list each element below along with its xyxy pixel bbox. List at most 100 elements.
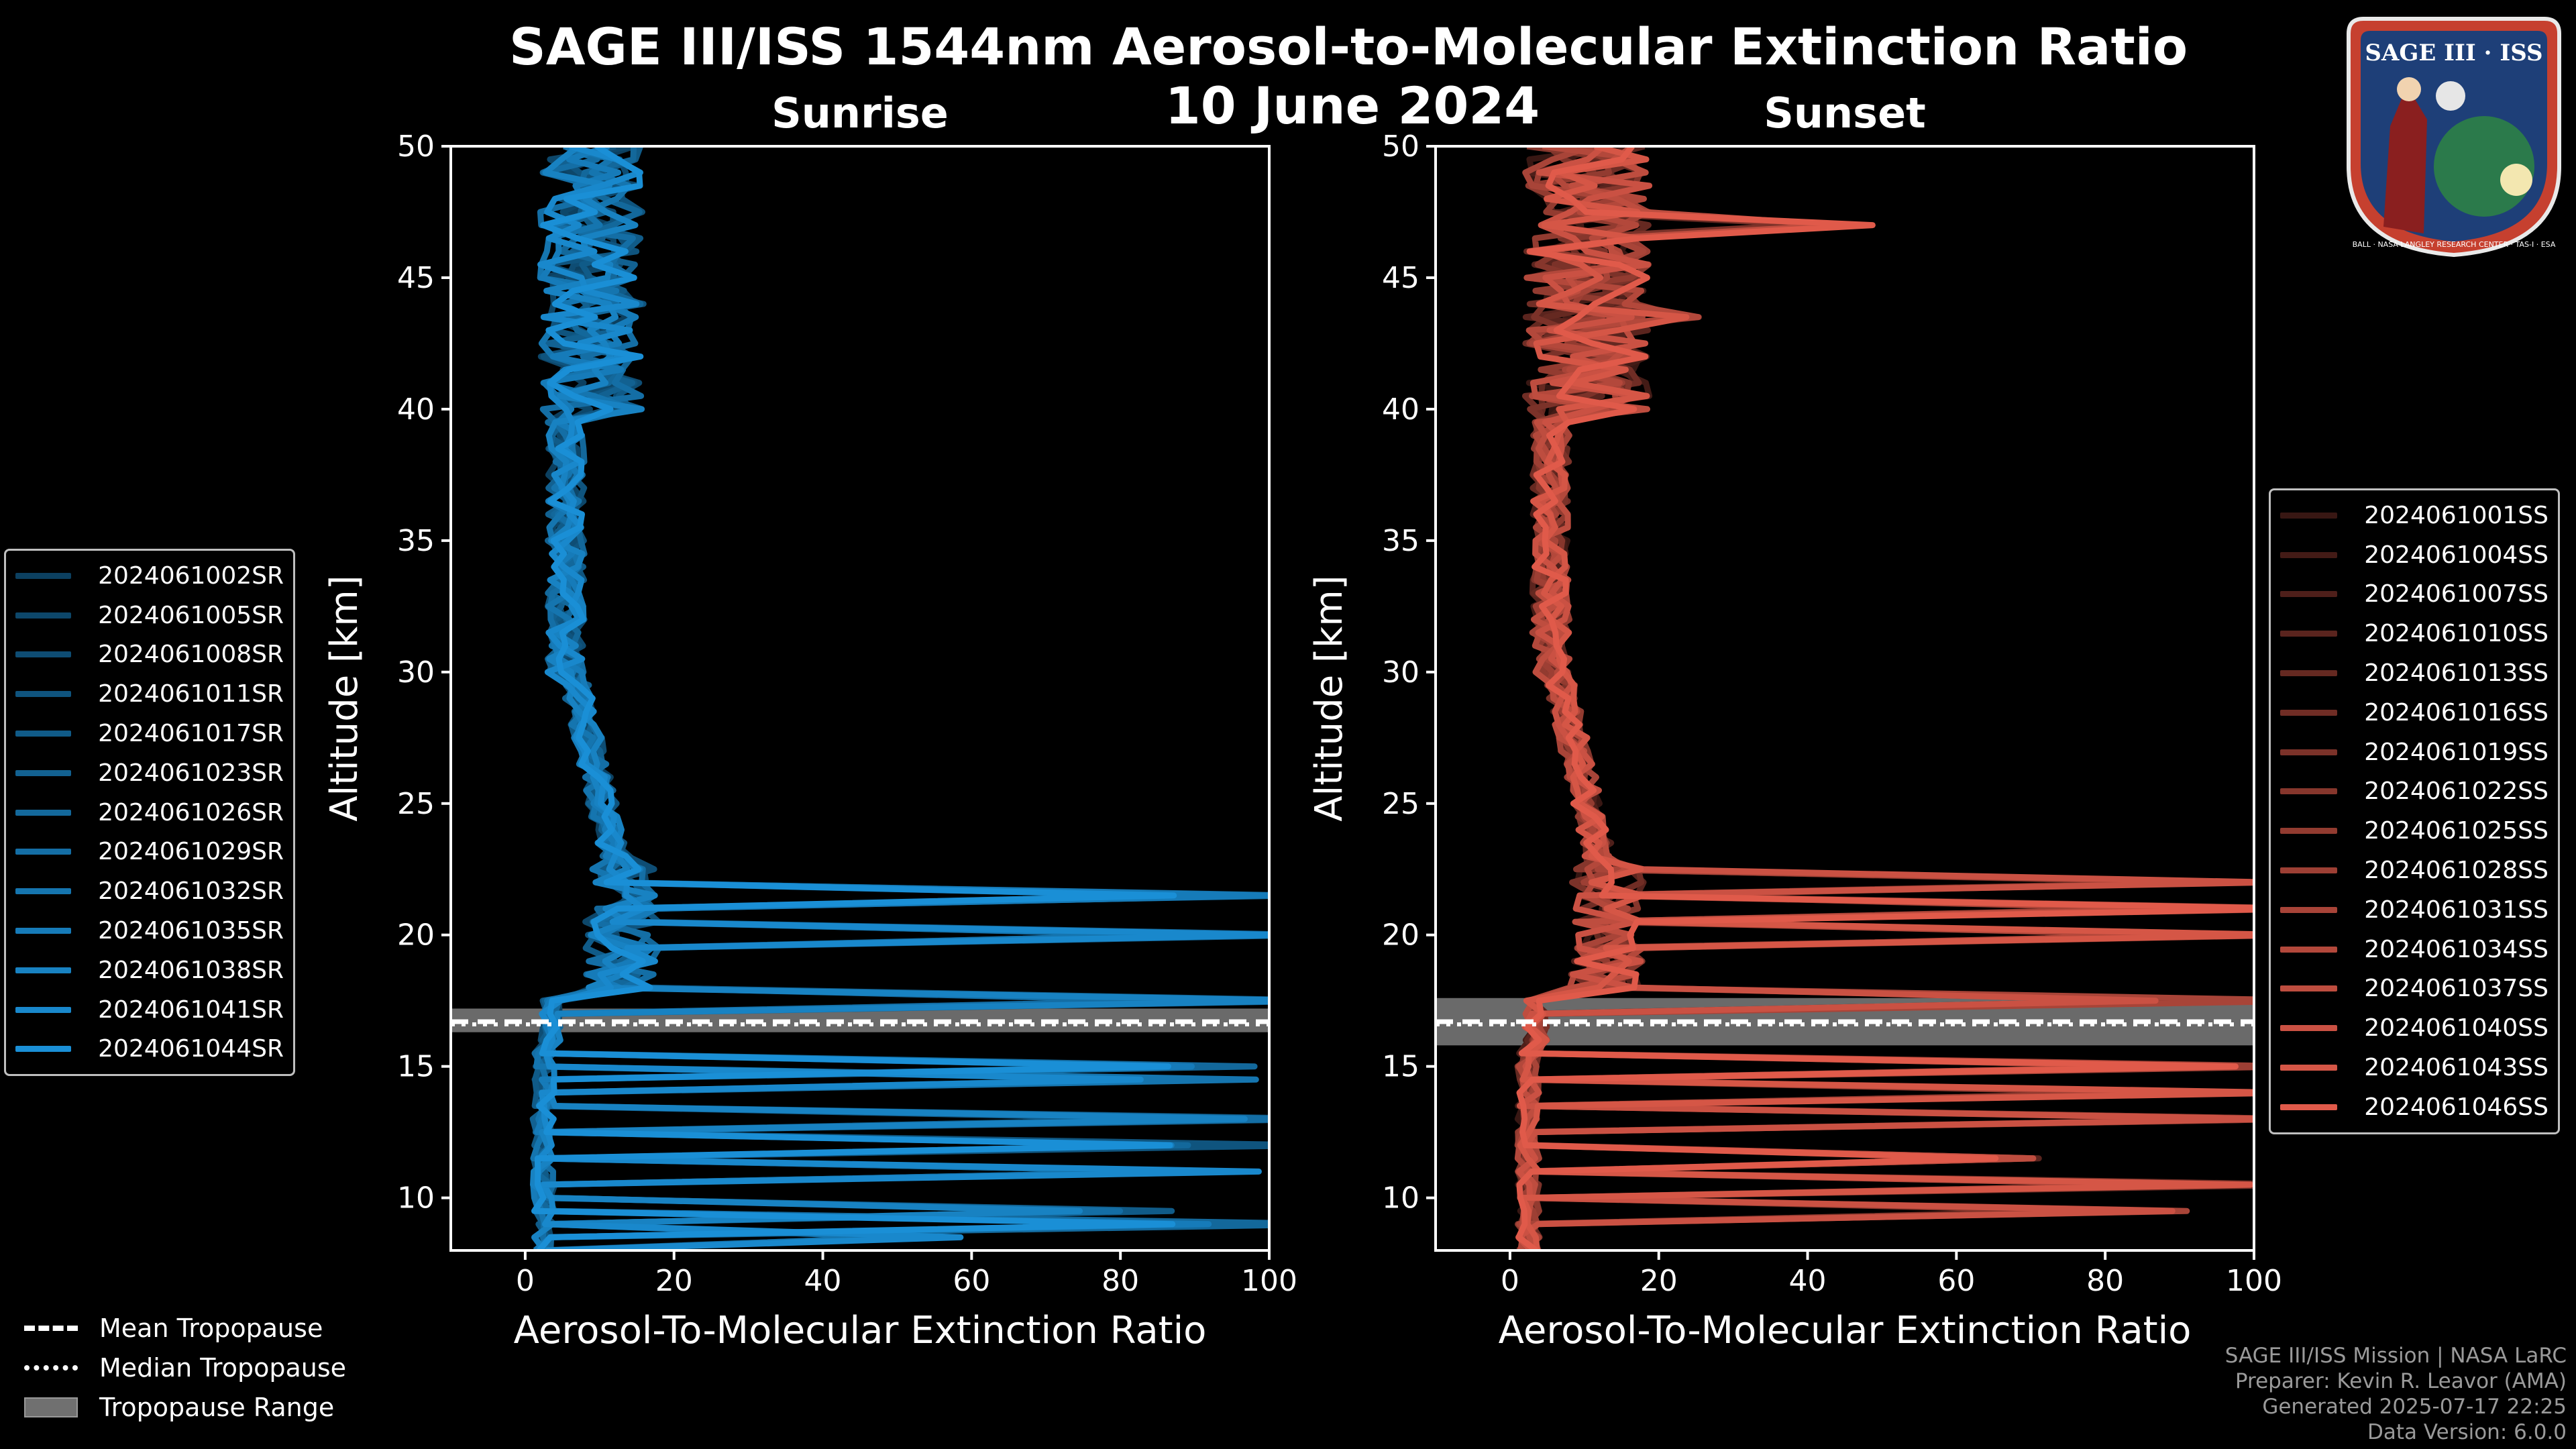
sage-logo: SAGE III · ISS BALL · NASA LANGLEY RESEA…: [2347, 17, 2561, 258]
legend-entry: 2024061011SR: [15, 674, 284, 714]
plot-area: [451, 146, 1269, 1250]
legend-swatch: [2280, 1025, 2338, 1032]
profile-line: [1517, 146, 2254, 1250]
legend-swatch: [2280, 788, 2338, 795]
legend-entry: 2024061034SS: [2280, 930, 2548, 969]
logo-figure-head-icon: [2397, 77, 2421, 101]
x-tick-label: 80: [1102, 1264, 1139, 1298]
legend-label: 2024061016SS: [2364, 698, 2548, 727]
legend-label: 2024061007SS: [2364, 580, 2548, 608]
legend-entry: 2024061037SS: [2280, 969, 2548, 1009]
footer-generated: Generated 2025-07-17 22:25: [2262, 1395, 2567, 1419]
legend-swatch: [2280, 551, 2338, 558]
legend-label: 2024061041SR: [98, 996, 284, 1024]
legend-entry: 2024061016SS: [2280, 693, 2548, 733]
legend-swatch: [2280, 631, 2338, 637]
x-tick-label: 100: [2226, 1264, 2282, 1298]
legend-entry: 2024061010SS: [2280, 614, 2548, 653]
y-tick-label: 25: [1382, 787, 1419, 821]
x-axis-label: Aerosol-To-Molecular Extinction Ratio: [1499, 1309, 2192, 1352]
legend-label: 2024061032SR: [98, 877, 284, 906]
sunset-panel: 0 20 40 60 80 100 10 15 20 25 30 35 40 45 50 Sunset Aero…: [1307, 89, 2282, 1352]
logo-title: SAGE III · ISS: [2365, 40, 2542, 66]
legend-label: 2024061035SR: [98, 917, 284, 945]
profile-line: [1515, 146, 2254, 1250]
legend-entry: 2024061044SR: [15, 1030, 284, 1069]
legend-swatch: [2280, 670, 2338, 677]
legend-entry: 2024061040SS: [2280, 1008, 2548, 1048]
y-tick-label: 15: [397, 1050, 435, 1084]
legend-label: 2024061002SR: [98, 561, 284, 590]
footer-mission: SAGE III/ISS Mission | NASA LaRC: [2224, 1344, 2567, 1368]
legend-entry: 2024061025SS: [2280, 811, 2548, 851]
legend-entry: 2024061004SS: [2280, 535, 2548, 575]
legend-swatch: [2280, 946, 2338, 953]
figure-title: SAGE III/ISS 1544nm Aerosol-to-Molecular…: [509, 17, 2188, 76]
profile-line: [531, 146, 1177, 1250]
legend-label: 2024061025SS: [2364, 817, 2548, 845]
dashed-line-swatch: [24, 1325, 78, 1331]
x-tick-label: 20: [655, 1264, 693, 1298]
legend-swatch: [15, 651, 72, 658]
legend-label: 2024061031SS: [2364, 896, 2548, 924]
y-tick-label: 40: [397, 392, 435, 427]
y-tick-label: 10: [1382, 1181, 1419, 1216]
legend-swatch: [2280, 591, 2338, 598]
x-tick-label: 60: [953, 1264, 990, 1298]
legend-label: 2024061028SS: [2364, 857, 2548, 885]
legend-mean-tropopause: Mean Tropopause: [24, 1308, 346, 1348]
y-tick-label: 25: [397, 787, 435, 821]
legend-entry: 2024061013SS: [2280, 653, 2548, 693]
logo-moon-icon: [2436, 81, 2465, 111]
legend-label: 2024061034SS: [2364, 935, 2548, 963]
plot-area: [1436, 146, 2254, 1250]
y-tick-label: 35: [397, 524, 435, 558]
legend-range-label: Tropopause Range: [99, 1392, 335, 1422]
x-tick-label: 0: [516, 1264, 535, 1298]
legend-swatch: [15, 888, 72, 895]
legend-swatch: [2280, 709, 2338, 716]
logo-sun-icon: [2500, 164, 2532, 196]
logo-figure-icon: [2383, 86, 2427, 233]
legend-swatch: [2280, 512, 2338, 519]
legend-label: 2024061023SR: [98, 759, 284, 787]
legend-entry: 2024061019SS: [2280, 733, 2548, 772]
legend-label: 2024061008SR: [98, 641, 284, 669]
legend-label: 2024061004SS: [2364, 541, 2548, 569]
legend-median-tropopause: Median Tropopause: [24, 1348, 346, 1387]
legend-entry: 2024061007SS: [2280, 575, 2548, 614]
range-swatch: [24, 1397, 78, 1417]
sunrise-panel: 0 20 40 60 80 100 10 15 20 25 30 35 40 45 50 Sunrise Aer…: [323, 89, 1297, 1352]
legend-entry: 2024061035SR: [15, 911, 284, 951]
footer-version: Data Version: 6.0.0: [2367, 1420, 2567, 1444]
dotted-line-swatch: [24, 1364, 78, 1371]
legend-label: 2024061019SS: [2364, 738, 2548, 766]
footer-credits: SAGE III/ISS Mission | NASA LaRC Prepare…: [2225, 1343, 2567, 1445]
legend-swatch: [15, 572, 72, 579]
legend-entry: 2024061002SR: [15, 556, 284, 596]
y-axis-label: Altitude [km]: [1307, 575, 1351, 821]
y-tick-label: 35: [1382, 524, 1419, 558]
legend-entry: 2024061026SR: [15, 793, 284, 833]
y-tick-label: 45: [397, 261, 435, 295]
legend-swatch: [15, 691, 72, 698]
y-tick-label: 30: [1382, 655, 1419, 690]
legend-label: 2024061044SR: [98, 1035, 284, 1063]
plot-frame: [449, 145, 1271, 1252]
legend-label: 2024061001SS: [2364, 501, 2548, 529]
x-tick-label: 40: [804, 1264, 842, 1298]
legend-swatch: [15, 769, 72, 776]
panel-subtitle: Sunrise: [771, 89, 949, 138]
legend-entry: 2024061032SR: [15, 871, 284, 911]
legend-mean-label: Mean Tropopause: [99, 1313, 323, 1343]
legend-swatch: [2280, 867, 2338, 874]
y-tick-label: 20: [397, 918, 435, 953]
y-axis-label: Altitude [km]: [323, 575, 366, 821]
legend-entry: 2024061041SR: [15, 990, 284, 1030]
y-tick-label: 40: [1382, 392, 1419, 427]
legend-swatch: [2280, 906, 2338, 913]
x-tick-label: 60: [1937, 1264, 1975, 1298]
sunrise-legend: 2024061002SR 2024061005SR 2024061008SR 2024…: [4, 549, 295, 1077]
y-tick-label: 50: [397, 129, 435, 164]
